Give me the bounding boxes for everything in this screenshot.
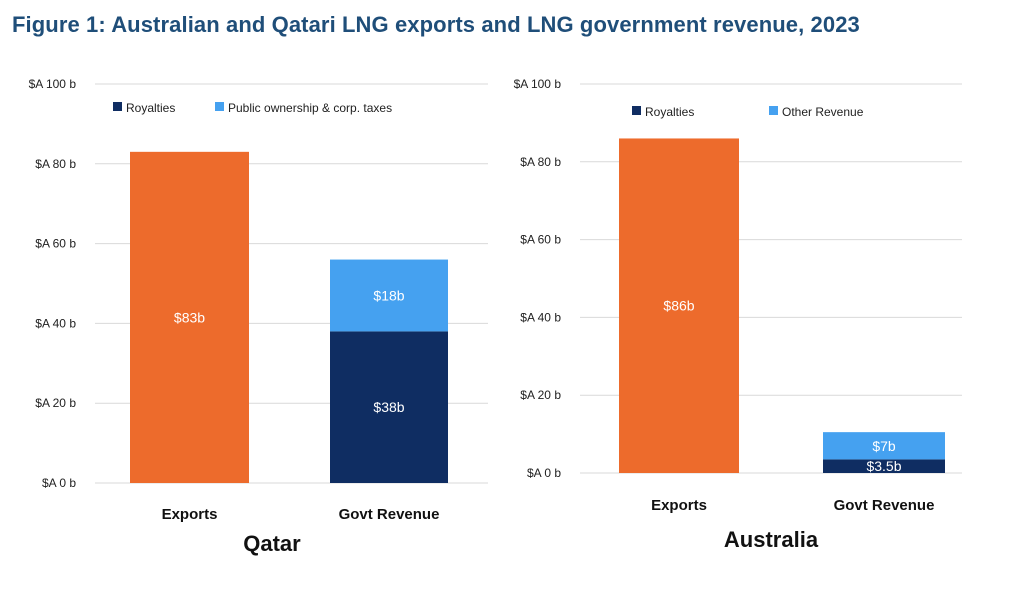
- australia-data-label: $3.5b: [866, 458, 901, 474]
- qatar-category-label: Exports: [162, 506, 218, 523]
- australia-y-tick-label: $A 40 b: [520, 310, 561, 324]
- figure-title: Figure 1: Australian and Qatari LNG expo…: [12, 12, 860, 37]
- australia-y-tick-label: $A 80 b: [520, 155, 561, 169]
- qatar-legend-label: Royalties: [126, 101, 175, 115]
- australia-data-label: $86b: [663, 298, 694, 314]
- australia-bar-exports: [619, 138, 739, 473]
- qatar-legend-swatch: [113, 102, 122, 111]
- australia-y-tick-label: $A 20 b: [520, 388, 561, 402]
- qatar-panel-title: Qatar: [243, 531, 301, 556]
- qatar-y-tick-label: $A 0 b: [42, 476, 76, 490]
- australia-legend-swatch: [769, 106, 778, 115]
- qatar-legend-swatch: [215, 102, 224, 111]
- australia-data-label: $7b: [872, 438, 896, 454]
- qatar-y-tick-label: $A 100 b: [29, 77, 77, 91]
- qatar-data-label: $83b: [174, 309, 205, 325]
- qatar-data-label: $18b: [373, 287, 404, 303]
- qatar-y-tick-label: $A 80 b: [35, 157, 76, 171]
- australia-legend-swatch: [632, 106, 641, 115]
- australia-y-tick-label: $A 100 b: [514, 77, 562, 91]
- qatar-bar-public-ownership-corp-taxes: [330, 259, 448, 332]
- qatar-category-label: Govt Revenue: [339, 506, 440, 523]
- australia-category-label: Exports: [651, 497, 707, 514]
- australia-y-tick-label: $A 60 b: [520, 233, 561, 247]
- qatar-bar-royalties: [330, 331, 448, 483]
- australia-legend-label: Royalties: [645, 105, 694, 119]
- australia-bar-other-revenue: [823, 432, 945, 460]
- australia-y-tick-label: $A 0 b: [527, 466, 561, 480]
- qatar-legend-label: Public ownership & corp. taxes: [228, 101, 392, 115]
- australia-category-label: Govt Revenue: [834, 497, 935, 514]
- qatar-bar-exports: [130, 151, 249, 483]
- qatar-data-label: $38b: [373, 399, 404, 415]
- australia-bar-royalties: [823, 459, 945, 473]
- qatar-y-tick-label: $A 60 b: [35, 237, 76, 251]
- qatar-y-tick-label: $A 20 b: [35, 396, 76, 410]
- australia-legend-label: Other Revenue: [782, 105, 864, 119]
- qatar-y-tick-label: $A 40 b: [35, 316, 76, 330]
- australia-panel-title: Australia: [724, 527, 819, 552]
